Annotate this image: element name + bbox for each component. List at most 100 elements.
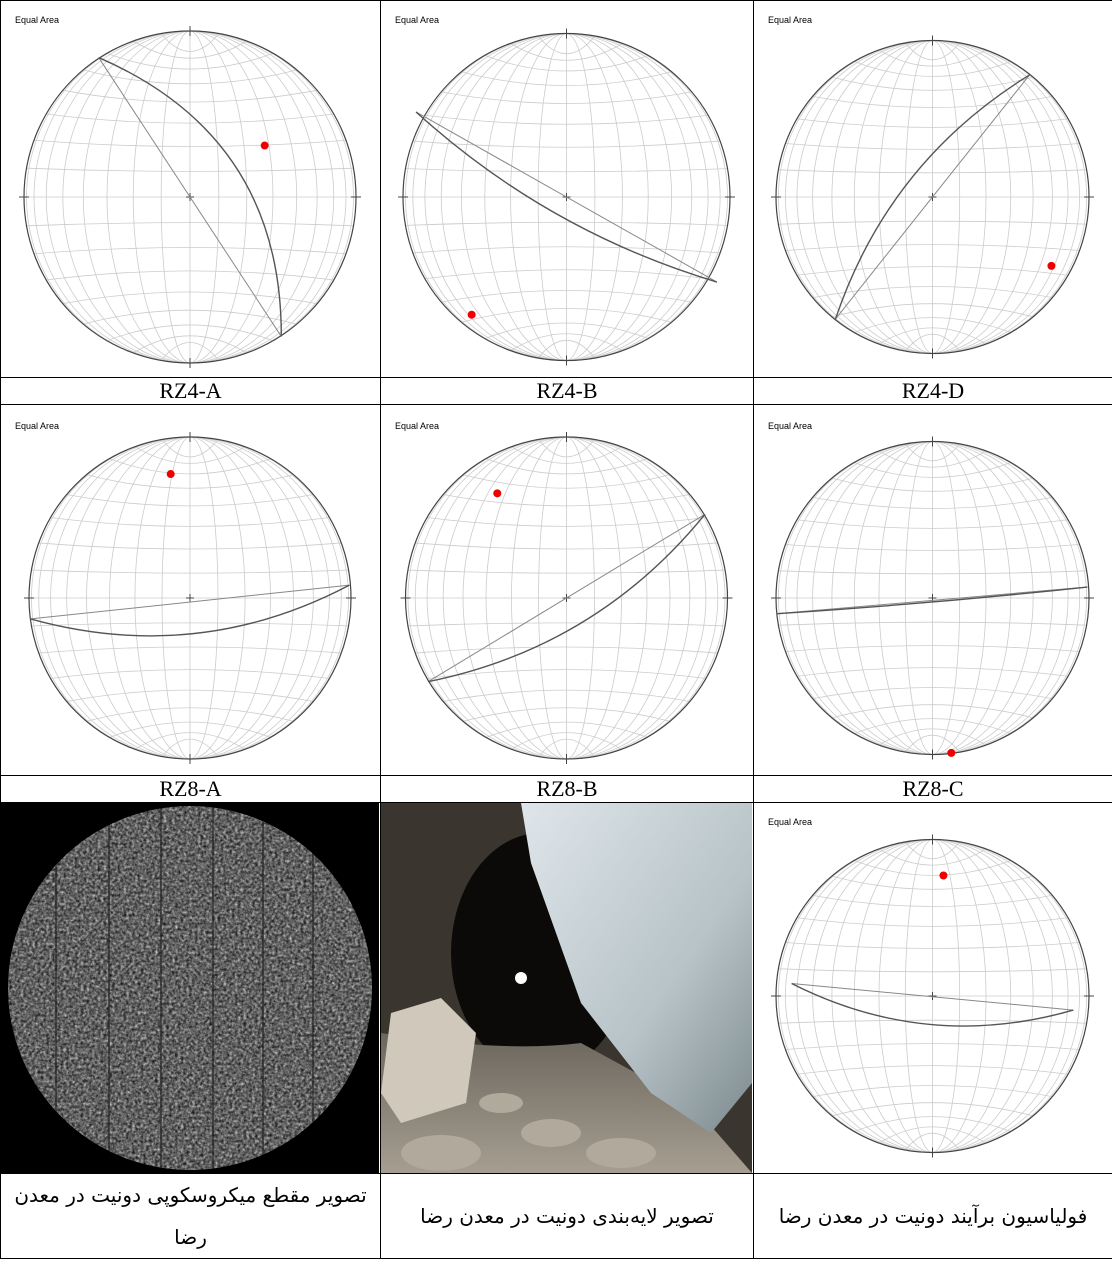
parallel	[31, 569, 349, 574]
net-label: Equal Area	[768, 817, 812, 827]
cell	[0, 802, 381, 1174]
stereonet: Equal Area	[15, 421, 356, 764]
parallel	[778, 169, 1087, 174]
parallel	[415, 542, 718, 550]
great-circle	[791, 982, 1074, 1027]
parallel	[854, 860, 1011, 876]
stereonet: Equal Area	[768, 421, 1094, 760]
parallel	[31, 622, 349, 627]
parallel	[424, 269, 709, 280]
parallel	[854, 1116, 1011, 1132]
parallel	[831, 875, 1034, 890]
parallel	[905, 841, 960, 860]
parallel	[878, 327, 987, 345]
net-label: Equal Area	[768, 421, 812, 431]
caption: تصویر مقطع میکروسکوپی دونیت در معدن رضا	[0, 1173, 381, 1259]
parallel	[86, 707, 294, 722]
parallel	[427, 517, 706, 527]
parallel	[160, 33, 220, 52]
parallel	[462, 474, 671, 489]
parallel	[83, 309, 297, 325]
caption: RZ4-D	[753, 377, 1112, 405]
parallel	[424, 114, 709, 125]
parallel	[441, 91, 692, 104]
cell: Equal Area	[753, 802, 1112, 1174]
stereonet: Equal Area	[768, 15, 1094, 359]
parallel	[537, 340, 596, 359]
caption: RZ8-B	[380, 775, 754, 803]
parallel	[854, 462, 1011, 478]
strike-line	[98, 57, 282, 337]
parallel	[161, 738, 219, 757]
microscope-photo	[1, 803, 379, 1173]
parallel	[831, 76, 1034, 91]
parallel	[785, 544, 1080, 551]
strike-line	[30, 584, 350, 620]
parallel	[46, 270, 334, 281]
strike-line	[427, 513, 706, 683]
parallel	[878, 450, 987, 468]
parallel	[796, 1065, 1069, 1075]
parallel	[462, 707, 671, 722]
cell: Equal Area	[380, 404, 754, 776]
cell: Equal Area	[380, 0, 754, 378]
parallel	[83, 69, 297, 85]
parallel	[878, 1126, 987, 1144]
parallel	[441, 290, 692, 303]
parallel	[537, 35, 596, 54]
parallel	[778, 570, 1087, 575]
great-circle	[777, 586, 1088, 615]
strike-line	[777, 586, 1088, 615]
parallel	[484, 322, 649, 339]
cross	[771, 834, 1094, 1158]
parallel	[796, 917, 1069, 927]
parallel	[62, 291, 318, 305]
parallel	[86, 474, 294, 489]
parallel	[485, 721, 648, 738]
cross	[771, 436, 1094, 760]
parallel	[905, 42, 960, 61]
parallel	[778, 968, 1087, 973]
parallel	[161, 439, 219, 458]
net-label: Equal Area	[768, 15, 812, 25]
parallel	[796, 667, 1069, 677]
parallel	[26, 222, 354, 227]
parallel	[407, 622, 726, 627]
great-circle	[415, 111, 718, 283]
stereonet: Equal Area	[768, 817, 1094, 1158]
parallel	[109, 721, 271, 738]
parallel	[62, 89, 318, 103]
parallel	[878, 49, 987, 67]
parallel	[796, 118, 1069, 128]
parallel	[812, 286, 1053, 298]
caption: فولیاسیون برآیند دونیت در معدن رضا	[753, 1173, 1112, 1259]
parallel	[405, 168, 728, 173]
caption: RZ4-B	[380, 377, 754, 405]
parallel	[785, 1043, 1080, 1050]
parallel	[778, 1019, 1087, 1024]
parallel	[484, 55, 649, 72]
parallel	[831, 1102, 1034, 1117]
parallel	[796, 266, 1069, 276]
parallel	[878, 728, 987, 746]
parallel	[538, 439, 595, 458]
strike-line	[835, 74, 1030, 320]
great-circle	[98, 56, 283, 337]
pole	[166, 470, 175, 479]
parallel	[109, 458, 271, 475]
pole	[260, 141, 269, 150]
net-label: Equal Area	[395, 421, 439, 431]
cave-photo	[381, 803, 752, 1173]
parallel	[461, 308, 672, 323]
great-circle	[834, 74, 1030, 320]
parallel	[415, 646, 718, 654]
parallel	[812, 687, 1053, 699]
net-label: Equal Area	[15, 421, 59, 431]
parallel	[106, 324, 274, 342]
parallel	[878, 848, 987, 866]
parallel	[443, 494, 690, 507]
parallel	[38, 542, 342, 550]
parallel	[831, 477, 1034, 492]
parallel	[511, 732, 622, 750]
